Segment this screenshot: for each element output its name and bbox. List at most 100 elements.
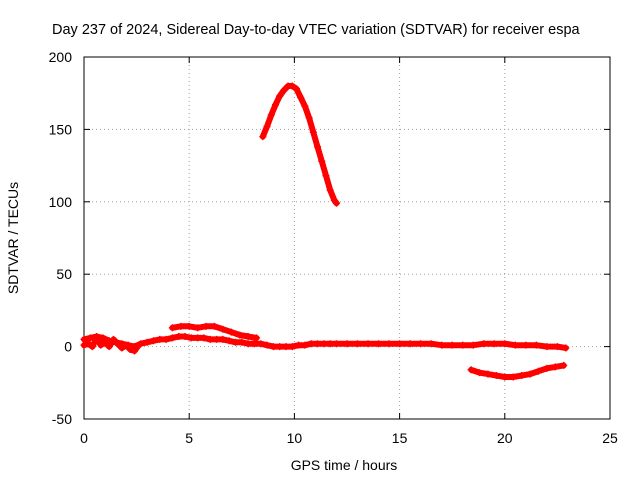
- data-point: [231, 338, 239, 346]
- data-point: [467, 366, 475, 374]
- data-point: [501, 340, 509, 348]
- data-point: [307, 340, 315, 348]
- data-point: [244, 332, 252, 340]
- data-point: [156, 335, 164, 343]
- y-tick-label: 150: [49, 121, 73, 137]
- data-point: [305, 114, 313, 122]
- data-point: [526, 370, 534, 378]
- x-tick-label: 5: [185, 430, 193, 446]
- data-point: [301, 102, 309, 110]
- series-arc-3: [168, 322, 261, 342]
- data-point: [181, 332, 189, 340]
- data-point: [511, 341, 519, 349]
- y-tick-label: -50: [52, 411, 72, 427]
- data-point: [168, 324, 176, 332]
- data-point: [236, 331, 244, 339]
- y-tick-labels: -50 0 50 100 150 200: [49, 49, 73, 427]
- data-point: [259, 133, 267, 141]
- data-point: [280, 86, 288, 94]
- chart-title: Day 237 of 2024, Sidereal Day-to-day VTE…: [52, 22, 581, 38]
- data-point: [332, 199, 340, 207]
- data-point: [276, 92, 284, 100]
- data-point: [114, 340, 122, 348]
- grid: [84, 57, 610, 419]
- data-point: [343, 340, 351, 348]
- data-point: [492, 372, 500, 380]
- data-point: [438, 341, 446, 349]
- y-tick-label: 100: [49, 194, 73, 210]
- data-point: [219, 325, 227, 333]
- data-point: [86, 334, 94, 342]
- series-arc-5: [467, 361, 568, 381]
- axis-ticks: [83, 56, 611, 420]
- data-point: [322, 172, 330, 180]
- data-point: [543, 343, 551, 351]
- data-point: [194, 324, 202, 332]
- y-tick-label: 0: [64, 339, 72, 355]
- data-point: [202, 322, 210, 330]
- x-tick-label: 25: [602, 430, 618, 446]
- data-point: [126, 345, 134, 353]
- data-point: [501, 373, 509, 381]
- x-tick-label: 10: [287, 430, 303, 446]
- data-point: [225, 337, 233, 345]
- data-point: [269, 343, 277, 351]
- series-arc-2: [80, 334, 143, 355]
- data-point: [314, 143, 322, 151]
- data-series: [80, 82, 570, 381]
- data-point: [534, 367, 542, 375]
- data-point: [213, 335, 221, 343]
- data-point: [301, 341, 309, 349]
- data-point: [375, 340, 383, 348]
- data-point: [175, 332, 183, 340]
- data-point: [314, 340, 322, 348]
- data-point: [326, 340, 334, 348]
- data-point: [250, 340, 258, 348]
- data-point: [206, 335, 214, 343]
- data-point: [427, 340, 435, 348]
- data-point: [149, 337, 157, 345]
- data-point: [105, 343, 113, 351]
- data-point: [459, 341, 467, 349]
- data-point: [162, 335, 170, 343]
- data-point: [118, 344, 126, 352]
- data-point: [130, 347, 138, 355]
- data-point: [194, 334, 202, 342]
- data-point: [396, 340, 404, 348]
- x-tick-label: 0: [80, 430, 88, 446]
- data-point: [448, 341, 456, 349]
- data-point: [326, 186, 334, 194]
- data-point: [271, 101, 279, 109]
- data-point: [177, 322, 185, 330]
- data-point: [97, 341, 105, 349]
- y-tick-label: 50: [56, 266, 72, 282]
- data-point: [253, 334, 261, 342]
- data-point: [364, 340, 372, 348]
- data-point: [122, 341, 130, 349]
- data-point: [551, 363, 559, 371]
- data-point: [88, 343, 96, 351]
- data-point: [282, 343, 290, 351]
- data-point: [257, 340, 265, 348]
- data-point: [490, 340, 498, 348]
- data-point: [293, 85, 301, 93]
- data-point: [288, 82, 296, 90]
- data-point: [560, 361, 568, 369]
- data-point: [543, 364, 551, 372]
- data-point: [476, 369, 484, 377]
- series-arc-1: [80, 332, 570, 352]
- data-point: [244, 340, 252, 348]
- data-point: [480, 340, 488, 348]
- data-point: [318, 157, 326, 165]
- data-point: [332, 340, 340, 348]
- data-point: [320, 340, 328, 348]
- plot-frame: [83, 56, 611, 420]
- data-point: [553, 343, 561, 351]
- data-point: [185, 322, 193, 330]
- series-arc-4: [259, 82, 340, 207]
- data-point: [297, 94, 305, 102]
- data-point: [263, 341, 271, 349]
- data-point: [522, 341, 530, 349]
- data-point: [80, 341, 88, 349]
